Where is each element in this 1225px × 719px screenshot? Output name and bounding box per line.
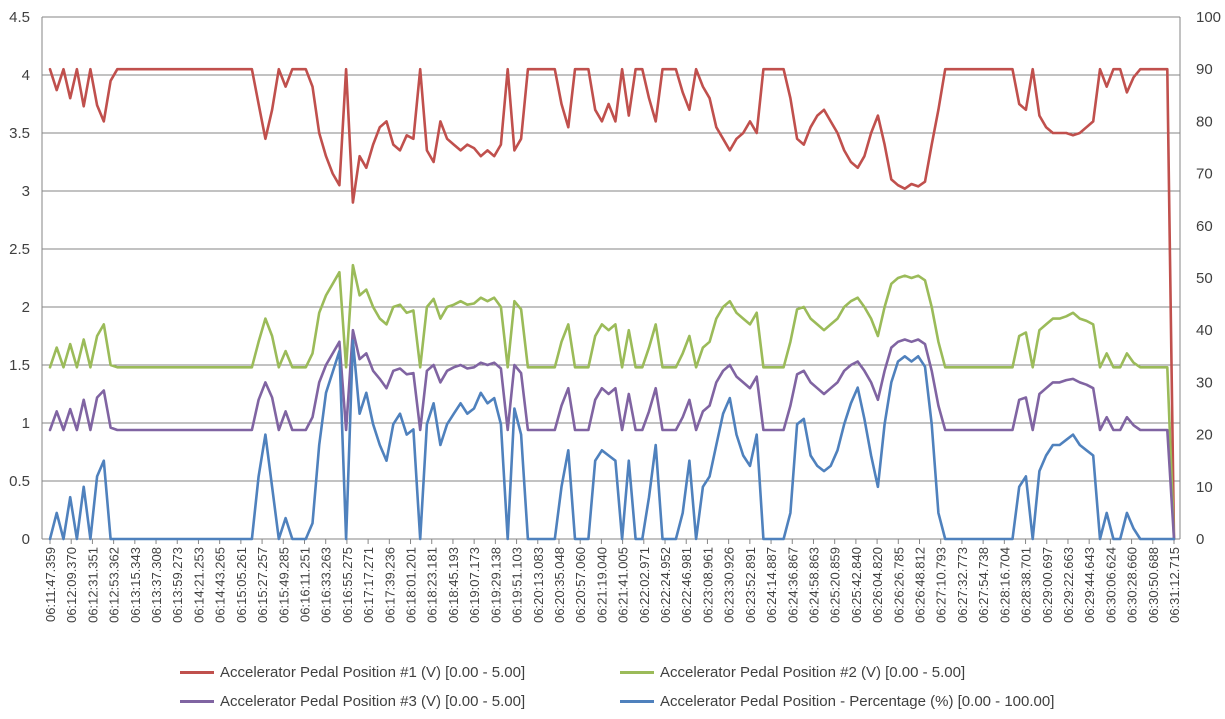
x-tick-label: 06:19:51.103 <box>510 547 525 623</box>
y-tick-label: 3.5 <box>9 125 30 142</box>
legend-item-pedal-2: Accelerator Pedal Position #2 (V) [0.00 … <box>620 662 965 682</box>
legend-swatch-pedal-2 <box>620 670 654 674</box>
x-tick-label: 06:30:50.688 <box>1146 547 1161 623</box>
right-axis-tick-labels: 0 10 20 30 40 50 60 70 80 90 100 <box>1196 9 1221 548</box>
x-tick-label: 06:22:02.971 <box>637 547 652 623</box>
x-tick-label: 06:25:42.840 <box>849 547 864 623</box>
legend-label-pedal-percentage: Accelerator Pedal Position - Percentage … <box>660 692 1055 710</box>
series-line-3 <box>48 339 1176 541</box>
x-tick-label: 06:23:30.926 <box>722 547 737 623</box>
y2-tick-label: 100 <box>1196 9 1221 26</box>
x-tick-label: 06:12:31.351 <box>85 547 100 623</box>
x-tick-label: 06:13:15.343 <box>128 547 143 623</box>
x-tick-label: 06:24:14.887 <box>764 547 779 623</box>
x-tick-label: 06:25:20.859 <box>828 547 843 623</box>
x-tick-label: 06:24:36.867 <box>785 547 800 623</box>
y2-tick-label: 30 <box>1196 374 1213 391</box>
y-tick-label: 3 <box>22 183 30 200</box>
y2-tick-label: 40 <box>1196 322 1213 339</box>
x-tick-label: 06:27:32.773 <box>955 547 970 623</box>
x-tick-label: 06:18:23.181 <box>425 547 440 623</box>
x-tick-label: 06:15:27.257 <box>255 547 270 623</box>
x-tick-label: 06:28:38.701 <box>1019 547 1034 623</box>
series-line-0 <box>48 67 1176 541</box>
x-tick-label: 06:26:04.820 <box>870 547 885 623</box>
legend-label-pedal-1: Accelerator Pedal Position #1 (V) [0.00 … <box>220 663 526 681</box>
legend-swatch-pedal-3 <box>180 699 214 703</box>
x-tick-label: 06:22:46.981 <box>679 547 694 623</box>
x-tick-label: 06:18:01.201 <box>404 547 419 623</box>
x-tick-label: 06:27:10.793 <box>934 547 949 623</box>
x-tick-label: 06:18:45.193 <box>446 547 461 623</box>
legend-label-pedal-2: Accelerator Pedal Position #2 (V) [0.00 … <box>660 663 966 681</box>
x-tick-label: 06:15:49.285 <box>276 547 291 623</box>
legend: Accelerator Pedal Position #1 (V) [0.00 … <box>170 658 1090 716</box>
left-axis-tick-labels: 0 0.5 1 1.5 2 2.5 3 3.5 4 4.5 <box>9 9 30 548</box>
x-tick-label: 06:20:57.060 <box>573 547 588 623</box>
x-tick-label: 06:16:33.263 <box>319 547 334 623</box>
series-lines <box>48 67 1176 541</box>
gridlines <box>41 16 1181 540</box>
series-line-2 <box>48 328 1176 541</box>
legend-item-pedal-1: Accelerator Pedal Position #1 (V) [0.00 … <box>180 662 525 682</box>
x-tick-label: 06:13:37.308 <box>149 547 164 623</box>
x-tick-label: 06:16:55.275 <box>340 547 355 623</box>
x-tick-label: 06:17:39.236 <box>382 547 397 623</box>
x-tick-label: 06:23:52.891 <box>743 547 758 623</box>
x-tick-label: 06:12:53.362 <box>107 547 122 623</box>
x-tick-label: 06:11:47.359 <box>43 547 58 622</box>
x-tick-label: 06:28:16.704 <box>997 547 1012 623</box>
x-tick-label: 06:21:41.005 <box>616 547 631 623</box>
x-tick-label: 06:26:26.785 <box>891 547 906 623</box>
x-tick-label: 06:19:29.138 <box>488 547 503 623</box>
legend-label-pedal-3: Accelerator Pedal Position #3 (V) [0.00 … <box>220 692 526 710</box>
y2-tick-label: 80 <box>1196 113 1213 130</box>
x-tick-label: 06:21:19.040 <box>594 547 609 623</box>
x-tick-label: 06:12:09.370 <box>64 547 79 623</box>
x-tick-label: 06:13:59.273 <box>170 547 185 623</box>
x-tick-label: 06:16:11.251 <box>297 547 312 622</box>
x-tick-label: 06:15:05.261 <box>234 547 249 623</box>
y-tick-label: 0 <box>22 531 30 548</box>
x-tick-label: 06:23:08.961 <box>700 547 715 623</box>
x-axis-tick-labels: 06:11:47.359 06:12:09.370 06:12:31.351 06:1… <box>43 539 1182 623</box>
line-chart: 0 0.5 1 1.5 2 2.5 3 3.5 4 4.5 0 10 20 30 40 50 60 70 80 90… <box>9 9 1221 623</box>
legend-swatch-pedal-1 <box>180 670 214 674</box>
legend-item-pedal-3: Accelerator Pedal Position #3 (V) [0.00 … <box>180 691 525 711</box>
y2-tick-label: 60 <box>1196 218 1213 235</box>
x-tick-label: 06:29:22.663 <box>1061 547 1076 623</box>
y2-tick-label: 0 <box>1196 531 1204 548</box>
x-tick-label: 06:14:43.265 <box>213 547 228 623</box>
y-tick-label: 1.5 <box>9 357 30 374</box>
y2-tick-label: 20 <box>1196 427 1213 444</box>
x-tick-label: 06:29:44.643 <box>1082 547 1097 623</box>
x-tick-label: 06:31:12.715 <box>1167 547 1182 623</box>
x-tick-label: 06:19:07.173 <box>467 547 482 623</box>
x-tick-label: 06:17:17.271 <box>361 547 376 623</box>
x-tick-label: 06:20:13.083 <box>531 547 546 623</box>
y2-tick-label: 90 <box>1196 61 1213 78</box>
x-tick-label: 06:30:06.624 <box>1103 547 1118 623</box>
x-tick-label: 06:30:28.660 <box>1125 547 1140 623</box>
x-tick-label: 06:20:35.048 <box>552 547 567 623</box>
x-tick-label: 06:24:58.863 <box>806 547 821 623</box>
x-tick-label: 06:26:48.812 <box>913 547 928 623</box>
y-tick-label: 4 <box>22 67 30 84</box>
y-tick-label: 2 <box>22 299 30 316</box>
x-tick-label: 06:27:54.738 <box>976 547 991 623</box>
y2-tick-label: 10 <box>1196 479 1213 496</box>
y2-tick-label: 70 <box>1196 166 1213 183</box>
legend-swatch-pedal-percentage <box>620 699 654 703</box>
y-tick-label: 2.5 <box>9 241 30 258</box>
y-tick-label: 1 <box>22 415 30 432</box>
y-tick-label: 4.5 <box>9 9 30 26</box>
x-tick-label: 06:29:00.697 <box>1040 547 1055 623</box>
x-tick-label: 06:22:24.952 <box>658 547 673 623</box>
series-line-1 <box>48 263 1176 541</box>
y-tick-label: 0.5 <box>9 473 30 490</box>
legend-item-pedal-percentage: Accelerator Pedal Position - Percentage … <box>620 691 1054 711</box>
y2-tick-label: 50 <box>1196 270 1213 287</box>
x-tick-label: 06:14:21.253 <box>191 547 206 623</box>
